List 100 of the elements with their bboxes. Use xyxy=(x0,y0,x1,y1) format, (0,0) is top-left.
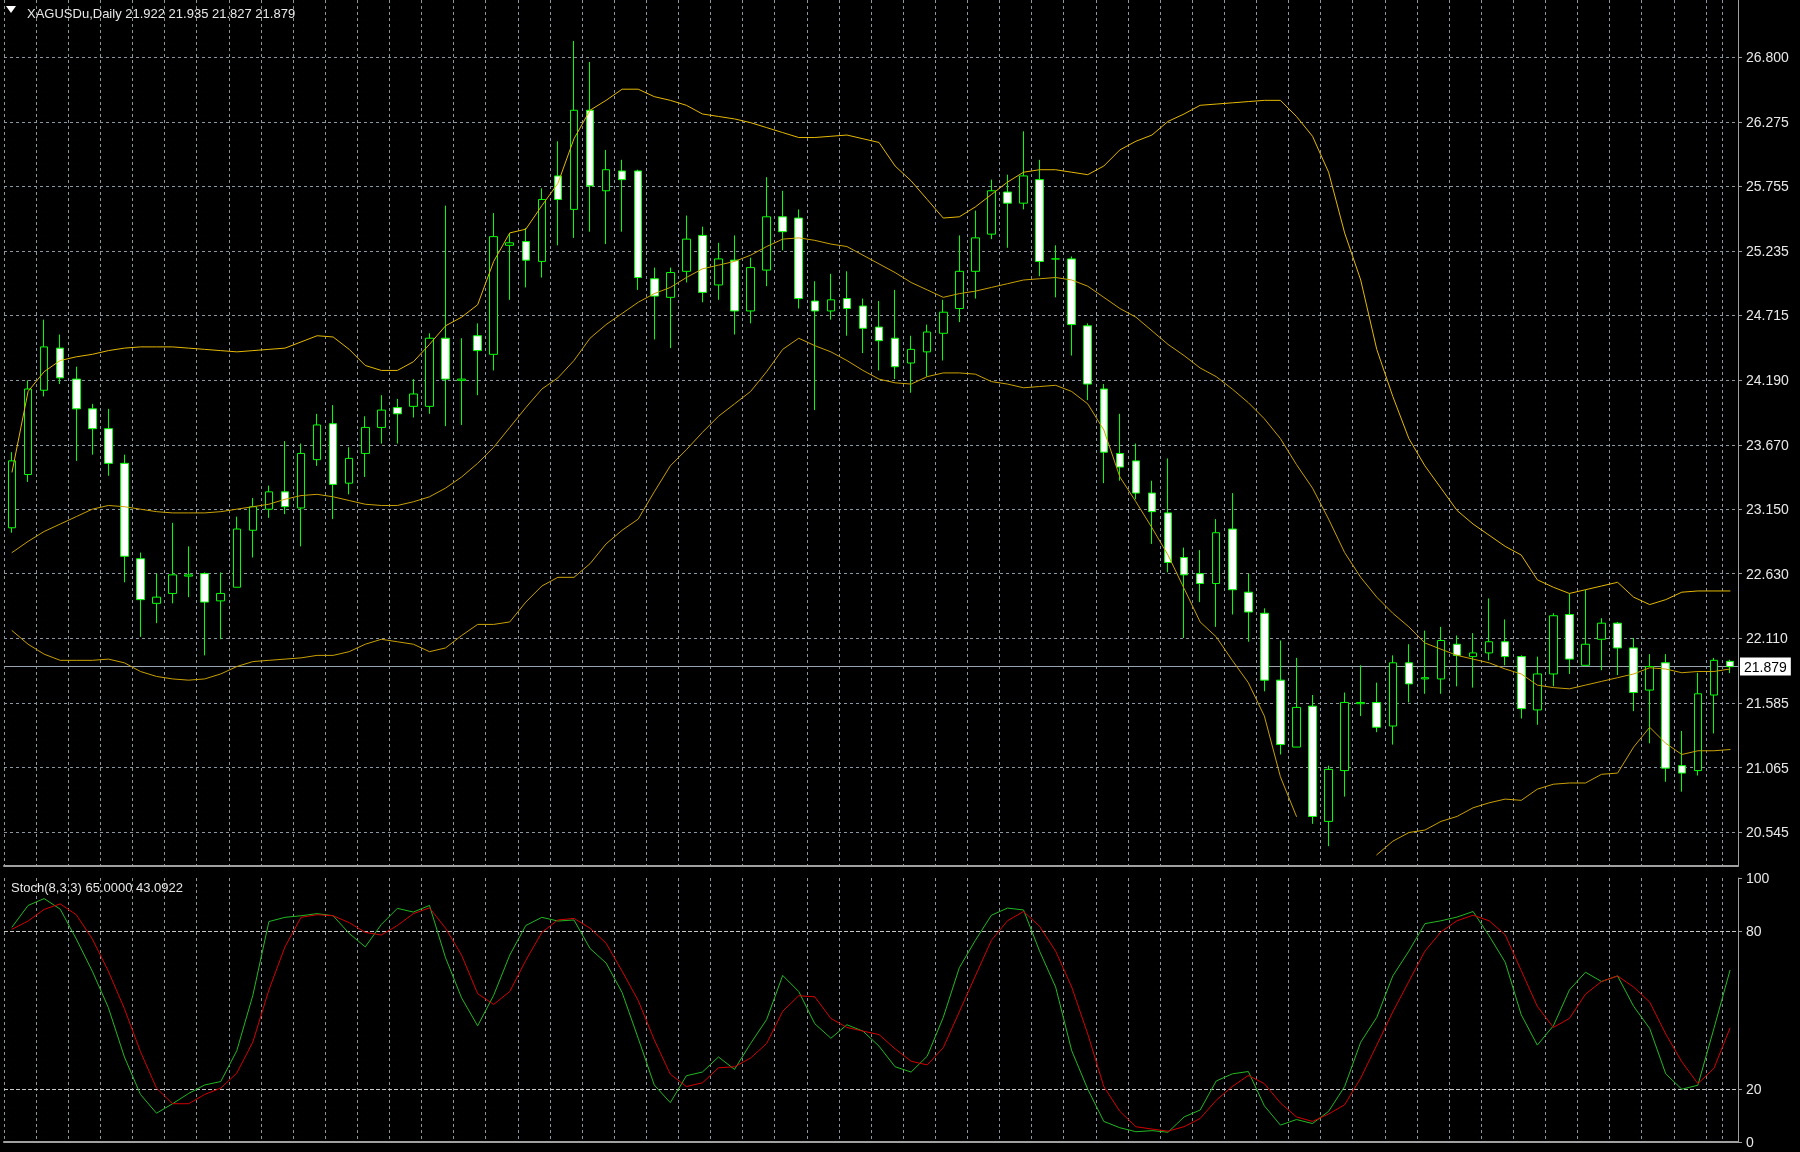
candlestick xyxy=(1180,547,1188,639)
candlestick xyxy=(859,298,867,354)
candlestick xyxy=(425,332,434,415)
candlestick xyxy=(40,319,48,397)
candlestick xyxy=(1485,597,1493,661)
candlestick xyxy=(441,205,450,427)
candlestick xyxy=(1083,322,1092,401)
candlestick xyxy=(811,280,819,411)
y-tick-label: 26.275 xyxy=(1746,114,1790,131)
candlestick xyxy=(1565,592,1574,675)
candlestick xyxy=(1581,589,1590,666)
candlestick xyxy=(216,571,225,640)
y-tick-label: 21.585 xyxy=(1746,695,1790,712)
candlestick xyxy=(329,404,337,520)
candlestick xyxy=(1019,130,1028,210)
candlestick xyxy=(586,61,594,233)
candlestick xyxy=(1212,518,1220,628)
candlestick xyxy=(313,413,321,467)
candlestick xyxy=(393,398,402,445)
candlestick xyxy=(1067,255,1076,357)
candlestick xyxy=(1645,653,1654,744)
candlestick xyxy=(746,257,755,324)
candlestick xyxy=(1517,654,1526,720)
y-tick-label: 0 xyxy=(1746,1134,1754,1150)
candlestick xyxy=(1340,692,1349,798)
candlestick xyxy=(1356,664,1365,717)
candlestick xyxy=(730,234,739,336)
candlestick xyxy=(1661,653,1670,783)
candlestick xyxy=(1132,443,1140,500)
candlestick xyxy=(1244,573,1253,643)
y-tick-label: 21.065 xyxy=(1746,759,1790,776)
candlestick xyxy=(762,176,771,287)
candlestick xyxy=(1100,383,1108,484)
candlestick xyxy=(1148,480,1156,545)
candlestick xyxy=(345,446,353,495)
candlestick xyxy=(554,140,562,246)
candlestick xyxy=(1389,654,1397,746)
y-tick-label: 25.755 xyxy=(1746,178,1790,195)
candlestick xyxy=(1437,626,1445,695)
candlestick xyxy=(361,415,370,478)
candlestick xyxy=(650,267,659,340)
y-tick-label: 20 xyxy=(1746,1081,1762,1098)
candlestick xyxy=(1597,617,1606,671)
candlestick xyxy=(794,208,803,309)
candlestick xyxy=(505,232,514,301)
candlestick xyxy=(1324,765,1333,847)
candlestick xyxy=(377,394,386,445)
chart-title: Stoch(8,3,3) 65.0000 43.0922 xyxy=(11,880,184,895)
candlestick xyxy=(297,443,305,547)
y-tick-label: 22.110 xyxy=(1746,630,1788,647)
y-tick-label: 23.150 xyxy=(1746,501,1790,518)
candlestick xyxy=(1003,174,1012,249)
y-tick-label: 24.715 xyxy=(1746,307,1790,324)
candlestick xyxy=(570,40,578,239)
candlestick xyxy=(939,299,948,362)
candlestick xyxy=(249,497,257,559)
candlestick xyxy=(971,210,980,300)
candlestick xyxy=(1678,730,1686,793)
candlestick xyxy=(1453,635,1461,687)
candlestick xyxy=(955,234,964,323)
candlestick xyxy=(1228,492,1237,615)
candlestick xyxy=(907,335,915,394)
candlestick xyxy=(409,378,418,419)
candlestick xyxy=(618,159,626,233)
candlestick xyxy=(281,440,289,515)
candlestick xyxy=(843,270,851,337)
candlestick xyxy=(522,227,530,288)
candlestick xyxy=(1116,413,1124,482)
candlestick xyxy=(120,454,129,583)
candlestick xyxy=(698,226,707,303)
candlestick xyxy=(136,552,145,638)
candlestick xyxy=(891,289,899,380)
candlestick xyxy=(1694,672,1702,777)
ref-line-label: 21.879 xyxy=(1744,658,1788,675)
y-tick-label: 100 xyxy=(1746,870,1770,886)
candlestick xyxy=(1308,694,1317,825)
y-tick-label: 26.800 xyxy=(1746,48,1790,65)
text: XAGUSDu,Daily 21.922 21.935 21.827 21.879 xyxy=(27,6,296,21)
candlestick xyxy=(8,451,16,534)
y-tick-label: 22.630 xyxy=(1746,565,1790,582)
candlestick xyxy=(1629,637,1638,712)
candlestick xyxy=(1260,607,1269,692)
line-series xyxy=(11,88,1731,606)
candlestick xyxy=(56,334,64,385)
candlestick xyxy=(1421,630,1429,695)
candlestick xyxy=(666,267,675,349)
candlestick xyxy=(602,149,610,245)
candlestick xyxy=(987,179,996,240)
candlestick xyxy=(1533,656,1542,726)
candlestick xyxy=(1372,682,1381,733)
y-tick-label: 80 xyxy=(1746,922,1762,939)
candlestick xyxy=(1613,621,1622,676)
y-tick-label: 20.545 xyxy=(1746,823,1790,840)
candlestick xyxy=(88,403,97,456)
candlestick xyxy=(1469,632,1477,689)
candlestick xyxy=(1276,640,1285,755)
candlestick xyxy=(457,337,466,426)
y-tick-label: 25.235 xyxy=(1746,242,1790,259)
candlestick xyxy=(1196,549,1204,603)
candlestick xyxy=(24,379,32,483)
